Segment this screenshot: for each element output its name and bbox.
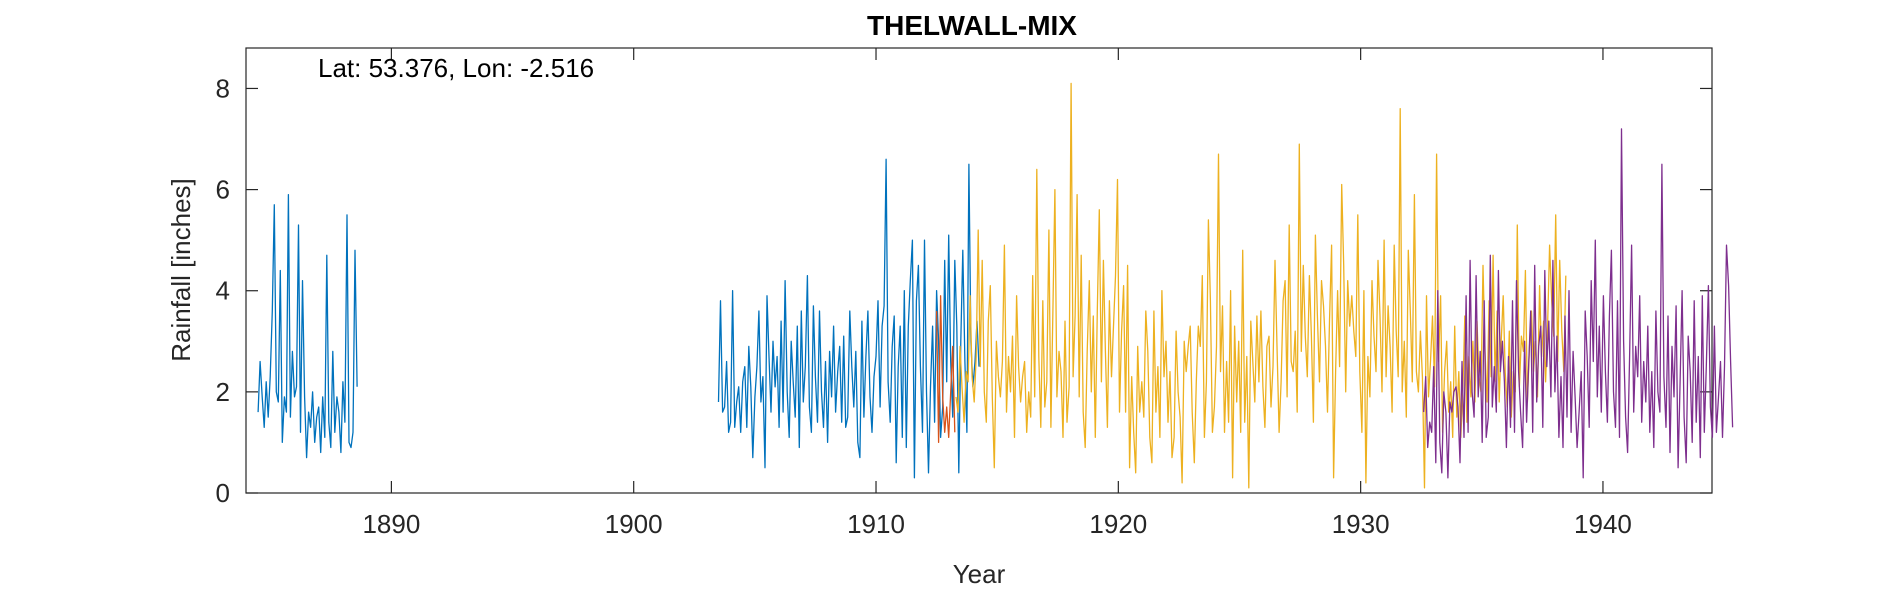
series-layer <box>257 82 1734 489</box>
series-0-segment-0-line <box>257 193 358 459</box>
y-tick-label: 2 <box>216 377 230 407</box>
x-tick-label: 1910 <box>847 509 905 539</box>
plot-area-frame <box>245 47 1713 494</box>
x-tick-label: 1940 <box>1574 509 1632 539</box>
x-axis-ticks: 1890 1900 1910 1920 1930 1940 <box>362 48 1632 539</box>
x-tick-label: 1900 <box>605 509 663 539</box>
series-3-segment-0-line <box>1422 128 1734 479</box>
series-1-segment-0-line <box>935 295 956 444</box>
series-2-segment-0-line <box>955 82 1567 489</box>
y-axis-label: Rainfall [inches] <box>166 178 196 362</box>
y-tick-label: 0 <box>216 478 230 508</box>
x-tick-label: 1890 <box>362 509 420 539</box>
chart-title: THELWALL-MIX <box>867 10 1077 41</box>
x-axis-label: Year <box>953 559 1006 589</box>
y-tick-label: 4 <box>216 276 230 306</box>
y-tick-label: 6 <box>216 175 230 205</box>
x-tick-label: 1920 <box>1089 509 1147 539</box>
y-axis-ticks: 0 2 4 6 8 <box>216 73 1712 508</box>
y-tick-label: 8 <box>216 73 230 103</box>
x-tick-label: 1930 <box>1332 509 1390 539</box>
series-0-segment-1-line <box>717 158 980 479</box>
location-annotation: Lat: 53.376, Lon: -2.516 <box>318 53 594 83</box>
